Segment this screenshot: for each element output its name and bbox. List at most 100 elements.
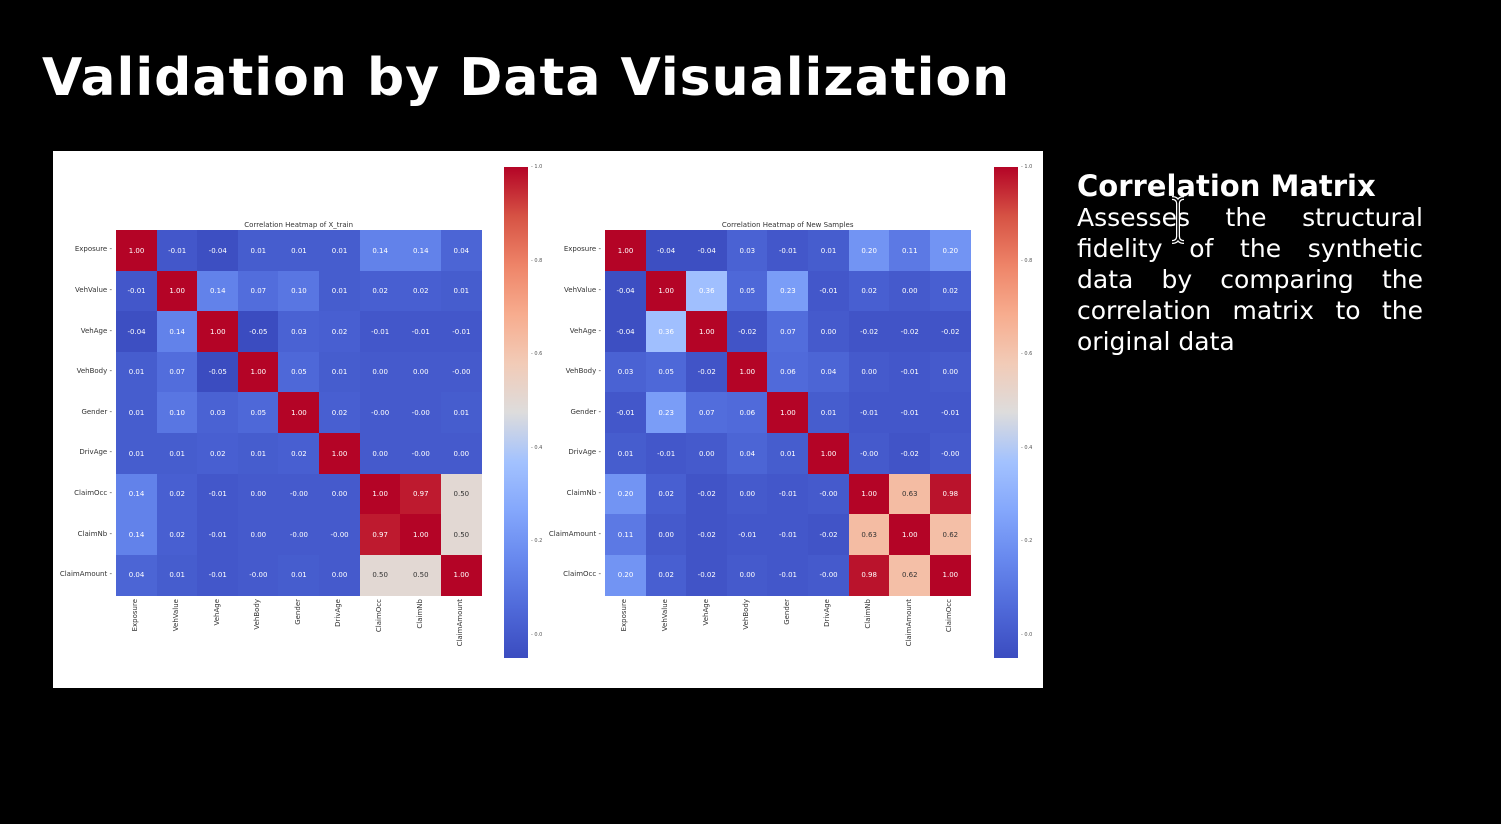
heatmap-cell: 1.00: [197, 311, 239, 353]
heatmap-cell: 0.02: [278, 433, 320, 475]
heatmap-cell: -0.00: [808, 554, 850, 596]
column-label: VehValue: [660, 599, 669, 632]
heatmap-cell: 1.00: [645, 270, 687, 312]
heatmap-cell: 0.01: [605, 433, 647, 475]
heatmap-cell: -0.02: [848, 311, 890, 353]
heatmap-cell: 0.14: [156, 311, 198, 353]
heatmap-cell: 0.00: [929, 351, 971, 393]
heatmap-cell: 0.01: [767, 433, 809, 475]
heatmap-cell: -0.02: [808, 514, 850, 556]
heatmap-cell: -0.00: [808, 473, 850, 515]
heatmap-cell: 0.00: [359, 351, 401, 393]
heatmap-cell: 0.02: [645, 473, 687, 515]
heatmap-cell: 0.01: [319, 230, 361, 272]
heatmap-cell: 0.01: [440, 392, 482, 434]
row-label: DrivAge -: [568, 448, 601, 457]
heatmap-cell: 1.00: [400, 514, 442, 556]
heatmap-cell: 1.00: [156, 270, 198, 312]
heatmap-cell: 0.50: [440, 514, 482, 556]
heatmap-cell: 0.03: [726, 230, 768, 272]
heatmap-cell: -0.00: [929, 433, 971, 475]
heatmap-cell: 0.02: [156, 473, 198, 515]
heatmap-cell: -0.01: [767, 473, 809, 515]
heatmap-cell: 1.00: [848, 473, 890, 515]
heatmap-cell: -0.00: [237, 554, 279, 596]
colorbar-tick: - 0.4: [1021, 444, 1033, 451]
heatmap-cell: 0.14: [116, 473, 158, 515]
heatmap-cell: -0.01: [848, 392, 890, 434]
heatmap-cell: 0.05: [237, 392, 279, 434]
heatmap-cell: -0.04: [686, 230, 728, 272]
column-label: DrivAge: [334, 599, 343, 628]
slide-title: Validation by Data Visualization: [42, 48, 1011, 108]
side-heading: Correlation Matrix: [1077, 169, 1376, 203]
heatmap-cell: 0.11: [889, 230, 931, 272]
heatmap-cell: 1.00: [929, 554, 971, 596]
heatmap-cell: 0.00: [726, 554, 768, 596]
column-label: Exposure: [620, 599, 629, 632]
heatmap-cell: 0.50: [400, 554, 442, 596]
row-label: ClaimAmount -: [59, 570, 112, 579]
heatmap-cell: -0.02: [889, 433, 931, 475]
text-cursor-icon: [1171, 196, 1185, 244]
heatmap-cell: -0.00: [440, 351, 482, 393]
colorbar: [504, 167, 528, 658]
heatmap-cell: 0.14: [197, 270, 239, 312]
heatmap-cell: 0.04: [116, 554, 158, 596]
heatmap-cell: -0.05: [237, 311, 279, 353]
heatmap-cell: -0.05: [197, 351, 239, 393]
heatmap-cell: 0.20: [929, 230, 971, 272]
heatmap-cell: -0.01: [929, 392, 971, 434]
heatmap-cell: 0.00: [237, 514, 279, 556]
heatmap-cell: 0.98: [848, 554, 890, 596]
column-label: VehValue: [171, 599, 180, 632]
heatmap-cell: -0.00: [400, 433, 442, 475]
colorbar: [994, 167, 1018, 658]
row-label: VehAge -: [569, 326, 601, 335]
heatmap-cell: 0.23: [767, 270, 809, 312]
heatmap-cell: -0.01: [726, 514, 768, 556]
heatmap-cell: 0.63: [889, 473, 931, 515]
heatmap-cell: 1.00: [889, 514, 931, 556]
heatmap-cell: 1.00: [319, 433, 361, 475]
row-label: ClaimNb -: [77, 529, 112, 538]
heatmap-cell: 0.10: [278, 270, 320, 312]
heatmap-cell: 0.01: [319, 351, 361, 393]
heatmap-cell: 0.97: [400, 473, 442, 515]
heatmap-cell: 1.00: [116, 230, 158, 272]
heatmap-cell: 0.03: [197, 392, 239, 434]
heatmap-cell: 0.02: [645, 554, 687, 596]
heatmap-cell: 0.50: [440, 473, 482, 515]
heatmap-cell: 0.04: [808, 351, 850, 393]
heatmap-cell: 0.01: [808, 392, 850, 434]
heatmap-cell: 0.05: [278, 351, 320, 393]
heatmap-cell: -0.01: [197, 554, 239, 596]
heatmap-cell: 0.98: [929, 473, 971, 515]
heatmap-cell: -0.02: [726, 311, 768, 353]
heatmap-cell: -0.01: [605, 392, 647, 434]
heatmap-cell: 1.00: [767, 392, 809, 434]
heatmap-cell: 0.20: [605, 473, 647, 515]
row-label: VehBody -: [565, 367, 601, 376]
heatmap-cell: 0.20: [848, 230, 890, 272]
heatmap-cell: -0.01: [645, 433, 687, 475]
column-label: Gender: [782, 599, 791, 626]
row-label: VehValue -: [564, 285, 601, 294]
heatmap-cell: -0.01: [197, 473, 239, 515]
heatmap-title: Correlation Heatmap of X_train: [244, 221, 354, 229]
column-label: ClaimAmount: [904, 599, 913, 647]
heatmap-cell: -0.02: [686, 473, 728, 515]
heatmap-cell: 0.01: [440, 270, 482, 312]
heatmap-cell: -0.01: [156, 230, 198, 272]
colorbar-tick: - 0.4: [531, 444, 543, 451]
heatmap-cell: 0.00: [889, 270, 931, 312]
row-label: ClaimAmount -: [548, 529, 601, 538]
heatmap-cell: -0.01: [767, 554, 809, 596]
column-label: DrivAge: [823, 599, 832, 628]
heatmap-cell: 0.01: [808, 230, 850, 272]
heatmap-cell: 0.07: [686, 392, 728, 434]
heatmap-cell: 0.01: [116, 351, 158, 393]
row-label: ClaimOcc -: [74, 488, 112, 497]
heatmap-cell: -0.01: [116, 270, 158, 312]
heatmap-cell: -0.04: [197, 230, 239, 272]
